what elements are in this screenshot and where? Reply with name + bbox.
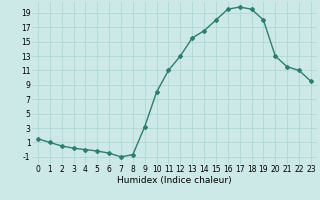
X-axis label: Humidex (Indice chaleur): Humidex (Indice chaleur) [117, 176, 232, 185]
